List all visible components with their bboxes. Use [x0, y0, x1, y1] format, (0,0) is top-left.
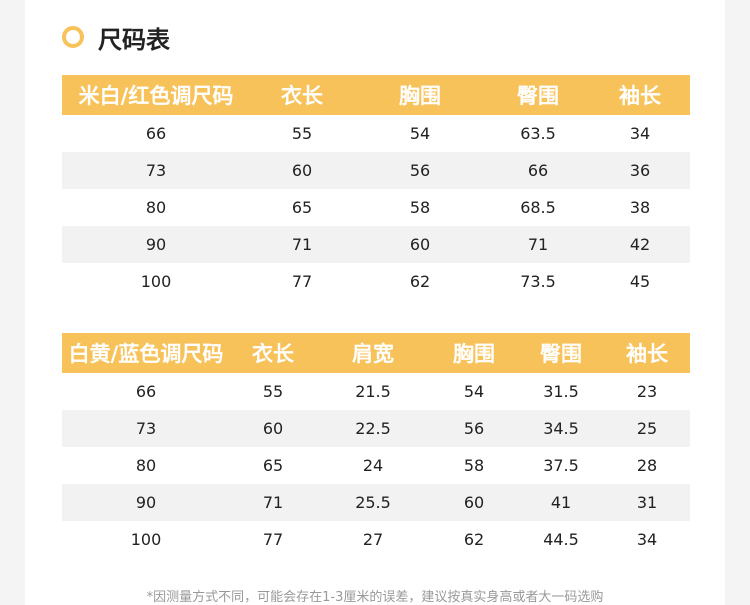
header-cell: 衣长 — [281, 84, 323, 108]
header-cell: 袖长 — [619, 84, 661, 108]
table-cell: 60 — [291, 161, 313, 180]
table-cell: 80 — [145, 198, 167, 217]
table-cell: 77 — [291, 272, 313, 291]
table-cell: 42 — [629, 235, 651, 254]
table-cell: 54 — [409, 124, 431, 143]
table-row: 73 60 56 66 36 — [62, 152, 690, 189]
header-cell: 臀围 — [540, 342, 582, 366]
table-cell: 68.5 — [520, 198, 556, 217]
table-row: 66 55 54 63.5 34 — [62, 115, 690, 152]
table-cell: 55 — [291, 124, 313, 143]
table-row: 100 77 27 62 44.5 34 — [62, 521, 690, 558]
header-cell: 臀围 — [517, 84, 559, 108]
table-cell: 38 — [629, 198, 651, 217]
table-cell: 21.5 — [355, 382, 391, 401]
header-cell: 白黄/蓝色调尺码 — [68, 342, 224, 366]
table-cell: 34 — [629, 124, 651, 143]
table-header: 白黄/蓝色调尺码 衣长 肩宽 胸围 臀围 袖长 — [62, 333, 690, 373]
table-cell: 44.5 — [543, 530, 579, 549]
table-cell: 90 — [145, 235, 167, 254]
table-cell: 71 — [527, 235, 549, 254]
table-row: 73 60 22.5 56 34.5 25 — [62, 410, 690, 447]
table-cell: 73 — [135, 419, 157, 438]
table-row: 80 65 58 68.5 38 — [62, 189, 690, 226]
table-header: 米白/红色调尺码 衣长 胸围 臀围 袖长 — [62, 75, 690, 115]
table-cell: 80 — [135, 456, 157, 475]
page-title: 尺码表 — [98, 25, 170, 54]
table-cell: 27 — [362, 530, 384, 549]
size-table-2: 白黄/蓝色调尺码 衣长 肩宽 胸围 臀围 袖长 66 55 21.5 54 31.5 23 73 60 22… — [62, 333, 690, 558]
table-cell: 25.5 — [355, 493, 391, 512]
table-cell: 23 — [636, 382, 658, 401]
table-row: 80 65 24 58 37.5 28 — [62, 447, 690, 484]
table-cell: 34.5 — [543, 419, 579, 438]
table-cell: 77 — [262, 530, 284, 549]
header-cell: 衣长 — [252, 342, 294, 366]
table-cell: 63.5 — [520, 124, 556, 143]
table-cell: 62 — [463, 530, 485, 549]
measurement-note: *因测量方式不同，可能会存在1-3厘米的误差，建议按真实身高或者大一码选购 — [146, 590, 604, 605]
table-cell: 36 — [629, 161, 651, 180]
table-cell: 31.5 — [543, 382, 579, 401]
table-cell: 62 — [409, 272, 431, 291]
table-cell: 66 — [145, 124, 167, 143]
table-cell: 65 — [291, 198, 313, 217]
table-cell: 45 — [629, 272, 651, 291]
table-row: 66 55 21.5 54 31.5 23 — [62, 373, 690, 410]
table-row: 90 71 25.5 60 41 31 — [62, 484, 690, 521]
table-cell: 41 — [550, 493, 572, 512]
table-row: 100 77 62 73.5 45 — [62, 263, 690, 300]
table-cell: 22.5 — [355, 419, 391, 438]
table-cell: 71 — [291, 235, 313, 254]
section-header: 尺码表 — [62, 20, 170, 54]
size-table-1: 米白/红色调尺码 衣长 胸围 臀围 袖长 66 55 54 63.5 34 73 60 56 66 36 80… — [62, 75, 690, 300]
table-cell: 58 — [463, 456, 485, 475]
header-cell: 胸围 — [399, 84, 441, 108]
header-cell: 袖长 — [626, 342, 668, 366]
table-cell: 60 — [463, 493, 485, 512]
table-cell: 56 — [463, 419, 485, 438]
table-cell: 60 — [262, 419, 284, 438]
table-cell: 25 — [636, 419, 658, 438]
table-cell: 28 — [636, 456, 658, 475]
table-cell: 100 — [140, 272, 172, 291]
table-cell: 100 — [130, 530, 162, 549]
table-row: 90 71 60 71 42 — [62, 226, 690, 263]
table-cell: 55 — [262, 382, 284, 401]
table-cell: 66 — [135, 382, 157, 401]
table-cell: 37.5 — [543, 456, 579, 475]
table-cell: 54 — [463, 382, 485, 401]
table-cell: 73.5 — [520, 272, 556, 291]
table-cell: 71 — [262, 493, 284, 512]
table-cell: 66 — [527, 161, 549, 180]
table-cell: 60 — [409, 235, 431, 254]
table-cell: 24 — [362, 456, 384, 475]
table-cell: 56 — [409, 161, 431, 180]
header-cell: 胸围 — [453, 342, 495, 366]
table-cell: 34 — [636, 530, 658, 549]
table-cell: 31 — [636, 493, 658, 512]
table-cell: 73 — [145, 161, 167, 180]
table-cell: 65 — [262, 456, 284, 475]
table-cell: 90 — [135, 493, 157, 512]
table-cell: 58 — [409, 198, 431, 217]
header-cell: 肩宽 — [352, 342, 394, 366]
circle-icon — [62, 26, 84, 48]
header-cell: 米白/红色调尺码 — [78, 84, 234, 108]
